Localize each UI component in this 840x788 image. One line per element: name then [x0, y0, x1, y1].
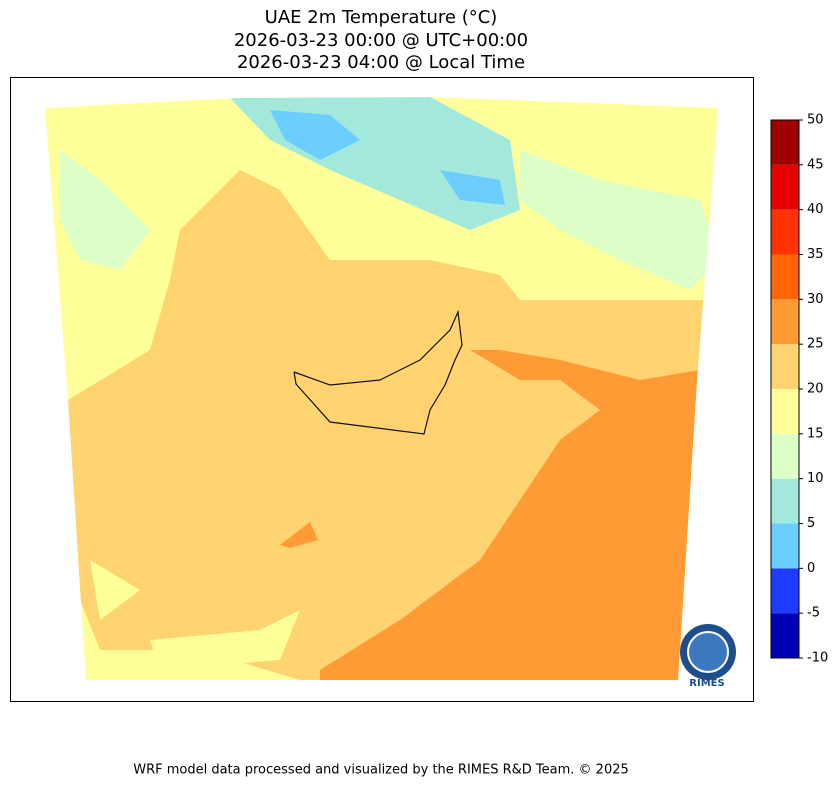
logo: RIMES	[680, 624, 736, 689]
title-line: 2026-03-23 04:00 @ Local Time	[237, 52, 525, 73]
colorbar-tick-label: 30	[807, 292, 824, 307]
colorbar-tick-label: 0	[807, 561, 815, 576]
colorbar-bin	[771, 433, 799, 479]
logo-text: RIMES	[689, 678, 724, 689]
colorbar: -10 -5 0 5 10 15 20 25 30 35 40 45 50	[770, 113, 828, 666]
colorbar-tick-label: 10	[807, 471, 824, 486]
colorbar-bin	[771, 164, 799, 210]
colorbar-bin	[771, 523, 799, 569]
colorbar-bin	[771, 613, 799, 658]
colorbar-tick-label: 45	[807, 157, 824, 172]
colorbar-bin	[771, 120, 799, 165]
colorbar-tick-label: 5	[807, 516, 815, 531]
title-line: UAE 2m Temperature (°C)	[265, 7, 498, 28]
colorbar-bin	[771, 209, 799, 255]
colorbar-bin	[771, 344, 799, 389]
title-line: 2026-03-23 00:00 @ UTC+00:00	[234, 30, 528, 51]
colorbar-tick-label: 40	[807, 202, 824, 217]
colorbar-bin	[771, 389, 799, 434]
colorbar-tick-label: 50	[807, 113, 824, 128]
colorbar-tick-label: -10	[807, 651, 828, 666]
colorbar-bin	[771, 254, 799, 300]
colorbar-tick-label: -5	[807, 606, 820, 621]
colorbar-bin	[771, 568, 799, 614]
footer: WRF model data processed and visualized …	[133, 763, 629, 778]
colorbar-tick-label: 35	[807, 247, 824, 262]
colorbar-tick-label: 25	[807, 337, 824, 352]
colorbar-bin	[771, 478, 799, 524]
colorbar-tick-label: 20	[807, 382, 824, 397]
colorbar-tick-label: 15	[807, 426, 824, 441]
map	[45, 97, 718, 680]
colorbar-bin	[771, 299, 799, 345]
